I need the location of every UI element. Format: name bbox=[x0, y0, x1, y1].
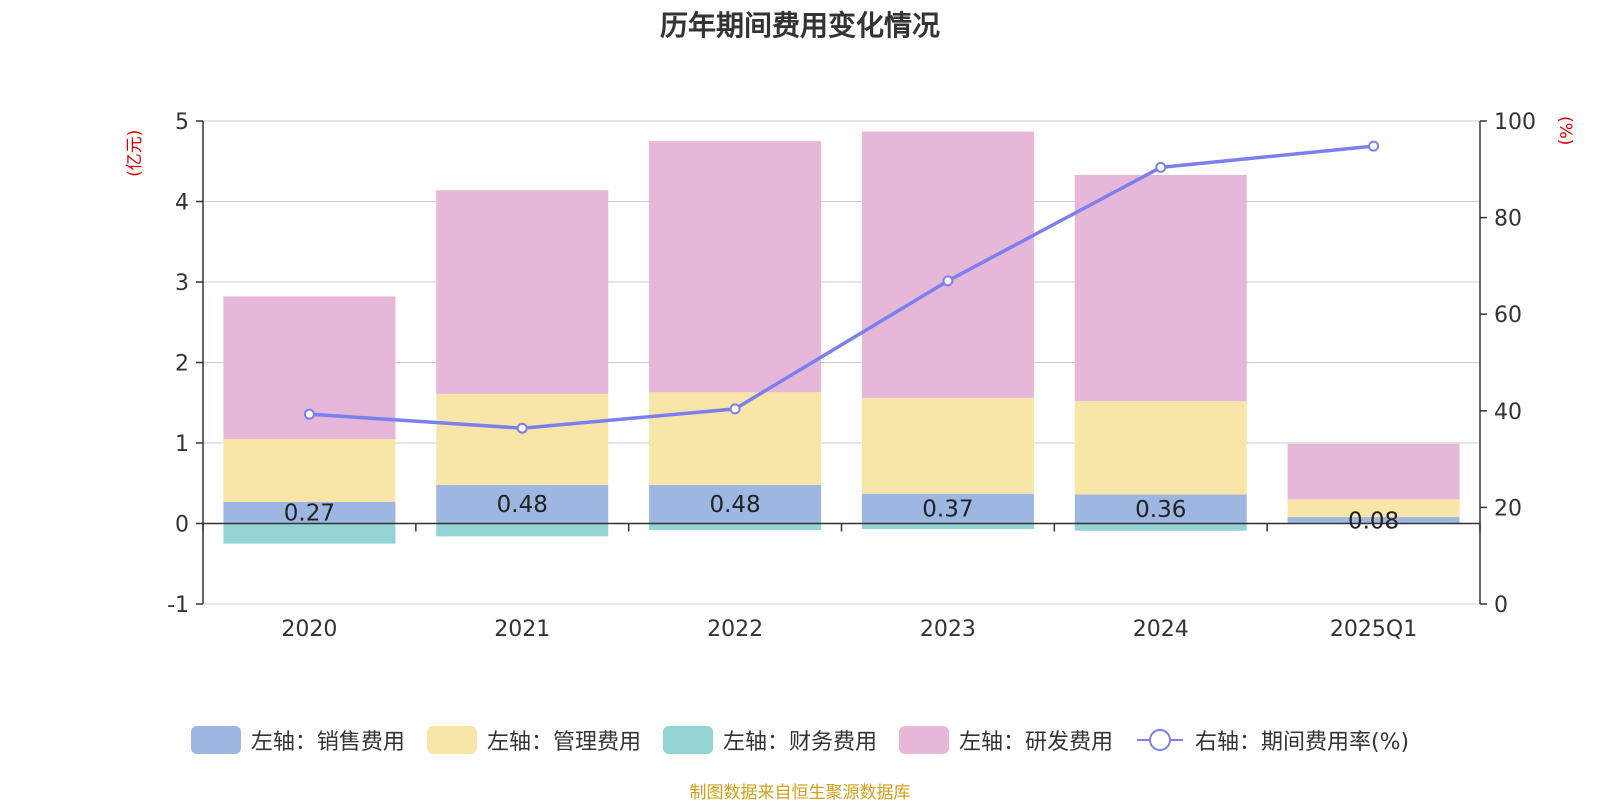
legend-item[interactable]: 左轴：销售费用 bbox=[190, 724, 405, 756]
left-tick-label: 5 bbox=[175, 110, 189, 135]
right-tick-label: 20 bbox=[1494, 496, 1522, 521]
right-tick-label: 0 bbox=[1494, 593, 1508, 618]
category-label: 2024 bbox=[1133, 617, 1189, 642]
legend-swatch bbox=[662, 726, 713, 754]
chart-legend: 左轴：销售费用 左轴：管理费用 左轴：财务费用 左轴：研发费用 右轴：期间费用率(%) bbox=[0, 722, 1600, 758]
bar-segment bbox=[1287, 499, 1460, 518]
legend-swatch bbox=[1136, 729, 1183, 751]
category-label: 2023 bbox=[920, 617, 976, 642]
data-label: 0.37 bbox=[922, 497, 973, 523]
legend-swatch bbox=[426, 726, 477, 754]
bar-segment bbox=[861, 523, 1034, 530]
bar-segment bbox=[1074, 494, 1247, 524]
bar-segment bbox=[649, 523, 822, 530]
left-tick-label: 1 bbox=[175, 432, 189, 457]
rate-point bbox=[942, 275, 954, 287]
left-tick-label: -1 bbox=[167, 593, 189, 618]
legend-swatch bbox=[898, 726, 949, 754]
left-tick-label: 3 bbox=[175, 271, 189, 296]
bar-segment bbox=[436, 190, 609, 394]
bar-segment bbox=[223, 438, 396, 502]
bar-segment bbox=[436, 484, 609, 524]
category-label: 2022 bbox=[707, 617, 763, 642]
rate-point bbox=[303, 408, 315, 420]
bar-segment bbox=[861, 131, 1034, 398]
bar-segment bbox=[1074, 523, 1247, 531]
bar-segment bbox=[649, 484, 822, 524]
bar-segment bbox=[861, 397, 1034, 494]
legend-item[interactable]: 左轴：财务费用 bbox=[662, 724, 877, 756]
category-label: 2025Q1 bbox=[1330, 617, 1417, 642]
left-tick-label: 0 bbox=[175, 513, 189, 538]
data-label: 0.27 bbox=[284, 501, 335, 527]
right-tick-label: 60 bbox=[1494, 303, 1522, 328]
legend-label: 右轴：期间费用率(%) bbox=[1194, 730, 1410, 755]
left-tick-label: 4 bbox=[175, 191, 189, 216]
left-tick-label: 2 bbox=[175, 352, 189, 377]
bar-segment bbox=[436, 523, 609, 537]
legend-label: 左轴：管理费用 bbox=[486, 730, 641, 755]
legend-item[interactable]: 左轴：研发费用 bbox=[898, 724, 1113, 756]
data-label: 0.48 bbox=[497, 492, 548, 518]
rate-point bbox=[1368, 140, 1380, 152]
bar-segment bbox=[223, 523, 396, 544]
legend-label: 左轴：销售费用 bbox=[250, 730, 405, 755]
bar-segment bbox=[1287, 443, 1460, 500]
right-axis-unit: (%) bbox=[1555, 116, 1575, 145]
bar-segment bbox=[861, 493, 1034, 524]
chart-title: 历年期间费用变化情况 bbox=[659, 9, 940, 42]
right-tick-label: 80 bbox=[1494, 207, 1522, 232]
category-label: 2020 bbox=[281, 617, 337, 642]
data-label: 0.48 bbox=[709, 492, 760, 518]
legend-label: 左轴：研发费用 bbox=[958, 730, 1113, 755]
bar-segment bbox=[1287, 517, 1460, 524]
legend-swatch bbox=[190, 726, 241, 754]
legend-label: 左轴：财务费用 bbox=[722, 730, 877, 755]
bar-segment bbox=[223, 501, 396, 524]
left-axis-unit: (亿元) bbox=[125, 130, 145, 177]
chart-plot: -1 0 1 2 3 4 5 0 20 40 60 80 100 (亿元) (%) 0.27 0.48 0.48 0… bbox=[125, 110, 1575, 642]
data-label: 0.08 bbox=[1348, 508, 1399, 534]
right-tick-label: 40 bbox=[1494, 400, 1522, 425]
bar-segment bbox=[649, 141, 822, 393]
legend-item[interactable]: 左轴：管理费用 bbox=[426, 724, 641, 756]
bar-segment bbox=[1074, 174, 1247, 402]
bar-segment bbox=[1074, 401, 1247, 495]
data-label: 0.36 bbox=[1135, 497, 1186, 523]
source-note: 制图数据来自恒生聚源数据库 bbox=[689, 783, 911, 803]
legend-item[interactable]: 右轴：期间费用率(%) bbox=[1135, 724, 1409, 756]
rate-point bbox=[516, 422, 528, 434]
rate-point bbox=[1155, 161, 1167, 173]
rate-line bbox=[309, 144, 1374, 430]
rate-point bbox=[729, 403, 741, 415]
category-label: 2021 bbox=[494, 617, 550, 642]
right-tick-label: 100 bbox=[1494, 110, 1536, 135]
bar-segment bbox=[436, 393, 609, 485]
